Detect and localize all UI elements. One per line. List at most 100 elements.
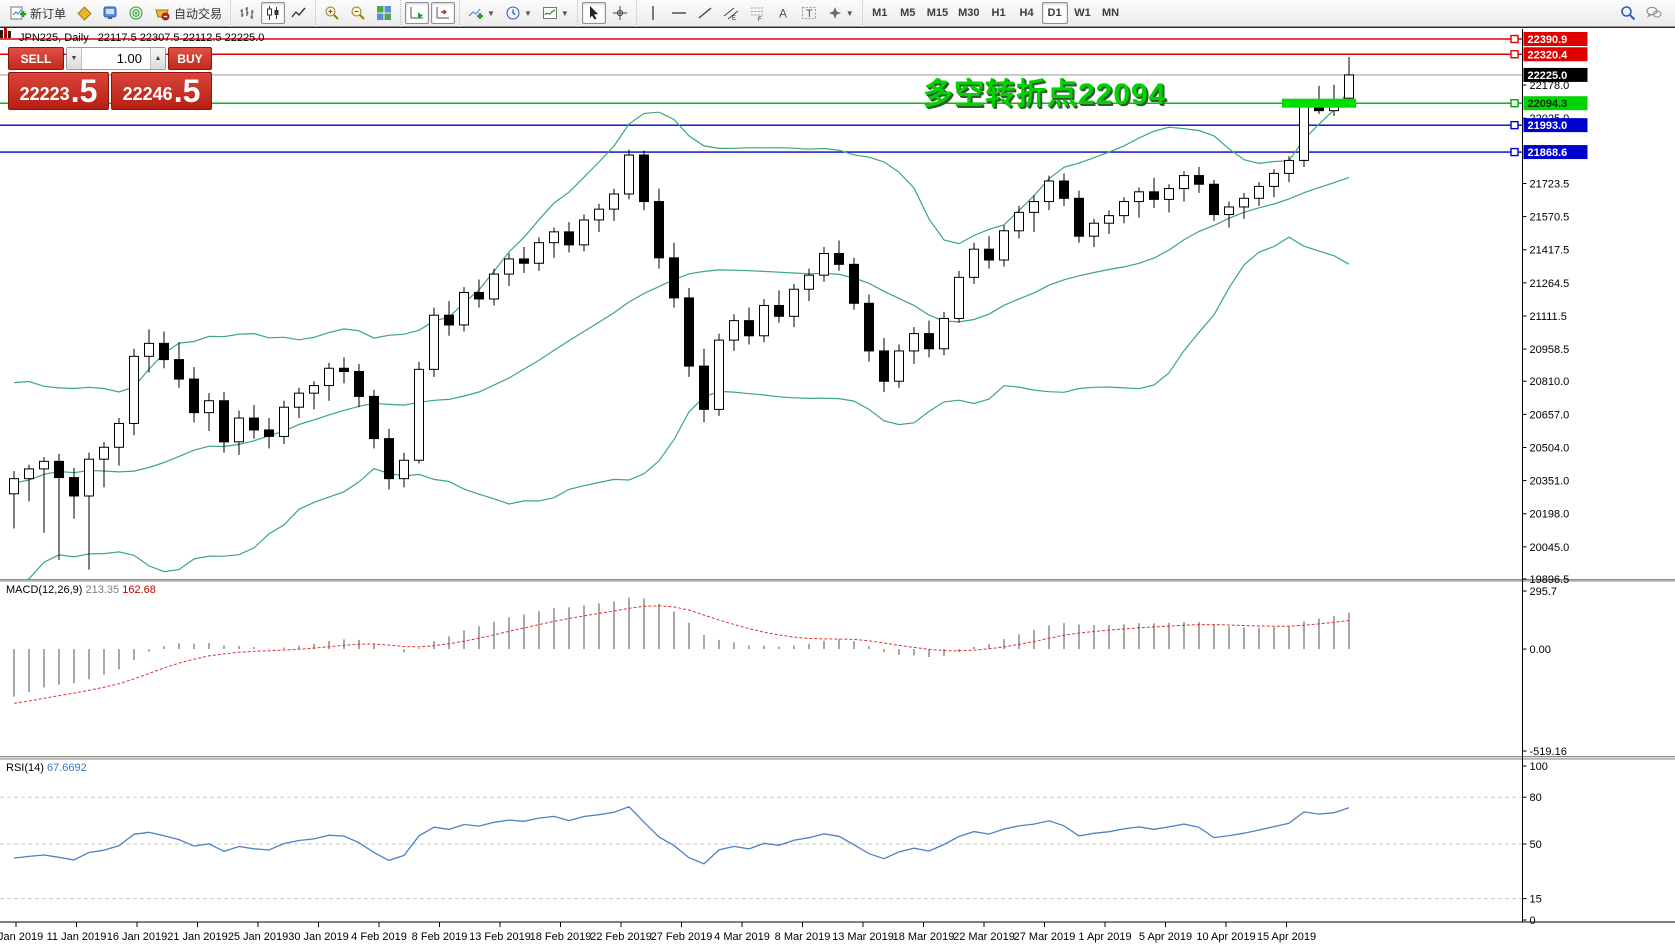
periods-button[interactable]: ▼ xyxy=(501,2,536,24)
date-label: 27 Feb 2019 xyxy=(651,931,713,943)
timeframe-w1-button[interactable]: W1 xyxy=(1074,7,1091,19)
bull-candle xyxy=(1254,185,1264,199)
sell-button[interactable]: SELL xyxy=(8,47,64,70)
bull-candle xyxy=(294,392,304,408)
timeframe-m30-button[interactable]: M30 xyxy=(958,7,980,19)
bar-chart-button[interactable] xyxy=(235,2,259,24)
macd-axis-label: -519.16 xyxy=(1530,746,1567,758)
date-label: 13 Mar 2019 xyxy=(832,931,894,943)
date-label: 7 Jan 2019 xyxy=(0,931,43,943)
timeframe-h1-button[interactable]: H1 xyxy=(991,7,1006,19)
date-label: 18 Feb 2019 xyxy=(530,931,592,943)
symbol-ohlc-line: JPN225, Daily 22117.5 22307.5 22112.5 22… xyxy=(19,32,270,44)
rsi-panel xyxy=(0,796,1522,900)
line-anchor-marker[interactable] xyxy=(1510,120,1519,130)
chart-shift-button[interactable] xyxy=(431,2,456,24)
timeframe-m15-button[interactable]: M15 xyxy=(926,7,949,19)
bear-candle xyxy=(1194,175,1204,185)
rsi-axis-label: 80 xyxy=(1530,792,1542,804)
timeframe-m5-button[interactable]: M5 xyxy=(900,7,916,19)
panel-separator[interactable] xyxy=(0,579,1675,582)
line-anchor-marker[interactable] xyxy=(1510,147,1519,157)
channel-icon: E xyxy=(723,5,739,21)
market-watch-button[interactable] xyxy=(98,2,122,24)
price-tick-label: 21723.5 xyxy=(1530,178,1570,190)
bull-candle xyxy=(1164,188,1174,200)
search-icon xyxy=(1620,5,1636,21)
bull-candle xyxy=(399,459,409,480)
candlestick-chart-button[interactable] xyxy=(261,2,286,24)
macd-signal-line xyxy=(13,605,1350,704)
crosshair-button[interactable] xyxy=(608,2,632,24)
bull-candle xyxy=(1014,211,1024,232)
auto-trading-button[interactable]: 自动交易 xyxy=(150,2,226,24)
date-label: 8 Feb 2019 xyxy=(412,931,468,943)
search-button[interactable] xyxy=(1616,2,1640,24)
auto-scroll-button[interactable] xyxy=(405,2,430,24)
price-axis[interactable]: 22178.022025.021723.521570.521417.521264… xyxy=(0,29,1675,927)
bear-candle xyxy=(1059,180,1069,199)
macd-histogram xyxy=(13,597,1350,697)
price-chart[interactable]: 22178.022025.021723.521570.521417.521264… xyxy=(0,28,1675,948)
buy-price-button[interactable]: 22246 .5 xyxy=(111,72,212,110)
horizontal-line-button[interactable] xyxy=(667,2,691,24)
label-button[interactable]: T xyxy=(797,2,821,24)
vertical-line-button[interactable] xyxy=(641,2,665,24)
bear-candle xyxy=(69,477,79,497)
bear-candle xyxy=(684,297,694,367)
timeframe-m1-button[interactable]: M1 xyxy=(872,7,888,19)
arrows-icon xyxy=(827,5,843,21)
timeframe-mn-button[interactable]: MN xyxy=(1101,7,1120,19)
macd-signal-value: 162.68 xyxy=(122,584,156,596)
metaeditor-button[interactable] xyxy=(72,2,96,24)
timeframe-d1-button[interactable]: D1 xyxy=(1041,2,1068,24)
macd-indicator-header: MACD(12,26,9) 213.35 162.68 xyxy=(6,584,156,596)
price-tag-22225.0 xyxy=(1523,67,1588,82)
fibonacci-button[interactable]: F xyxy=(745,2,769,24)
volume-value[interactable]: 1.00 xyxy=(116,51,142,66)
buy-button[interactable]: BUY xyxy=(168,47,212,70)
line-anchor-marker[interactable] xyxy=(1510,34,1519,44)
price-tag-22320.4 xyxy=(1523,47,1588,62)
sell-price-button[interactable]: 22223 .5 xyxy=(8,72,109,110)
bear-candle xyxy=(669,257,679,299)
timeframe-h4-button[interactable]: H4 xyxy=(1019,7,1034,19)
zoom-out-button[interactable] xyxy=(346,2,370,24)
chat-button[interactable] xyxy=(1642,2,1666,24)
indicators-button[interactable]: ▼ xyxy=(464,2,499,24)
volume-stepper: ▼ 1.00 ▲ xyxy=(66,47,166,70)
macd-axis-label: 295.7 xyxy=(1530,586,1558,598)
templates-button[interactable]: ▼ xyxy=(538,2,573,24)
line-anchor-marker[interactable] xyxy=(1510,50,1519,59)
rsi-label: RSI(14) xyxy=(6,762,44,774)
buy-price-main: 22246 xyxy=(122,84,173,104)
line-anchor-marker[interactable] xyxy=(1510,99,1519,108)
price-tick-label: 20351.0 xyxy=(1530,476,1570,488)
volume-increase-button[interactable]: ▲ xyxy=(150,48,165,69)
navigator-button[interactable] xyxy=(124,2,148,24)
new-order-button[interactable]: 新订单 xyxy=(6,2,70,24)
tile-windows-button[interactable] xyxy=(372,2,396,24)
price-tick-label: 20810.0 xyxy=(1530,376,1570,388)
panel-separator[interactable] xyxy=(0,756,1675,760)
price-tag-label: 22094.3 xyxy=(1528,98,1568,110)
zoom-in-button[interactable] xyxy=(320,2,344,24)
zoom-out-icon xyxy=(350,5,366,21)
volume-decrease-button[interactable]: ▼ xyxy=(67,48,82,69)
arrows-button[interactable]: ▼ xyxy=(823,2,858,24)
bear-candle xyxy=(834,253,844,265)
crosshair-icon xyxy=(612,5,628,21)
line-chart-button[interactable] xyxy=(287,2,311,24)
trendline-button[interactable] xyxy=(693,2,717,24)
bull-candle xyxy=(1029,201,1039,213)
toolbar-group-objects: E F A T ▼ xyxy=(635,0,862,27)
bear-candle xyxy=(924,333,934,350)
cursor-button[interactable] xyxy=(581,2,606,24)
text-button[interactable]: A xyxy=(771,2,795,24)
price-tick-label: 21570.5 xyxy=(1530,212,1570,224)
chart-plus-icon xyxy=(10,5,26,21)
channel-button[interactable]: E xyxy=(719,2,743,24)
bull-candle xyxy=(279,406,289,437)
dropdown-arrow-icon: ▼ xyxy=(845,8,854,18)
